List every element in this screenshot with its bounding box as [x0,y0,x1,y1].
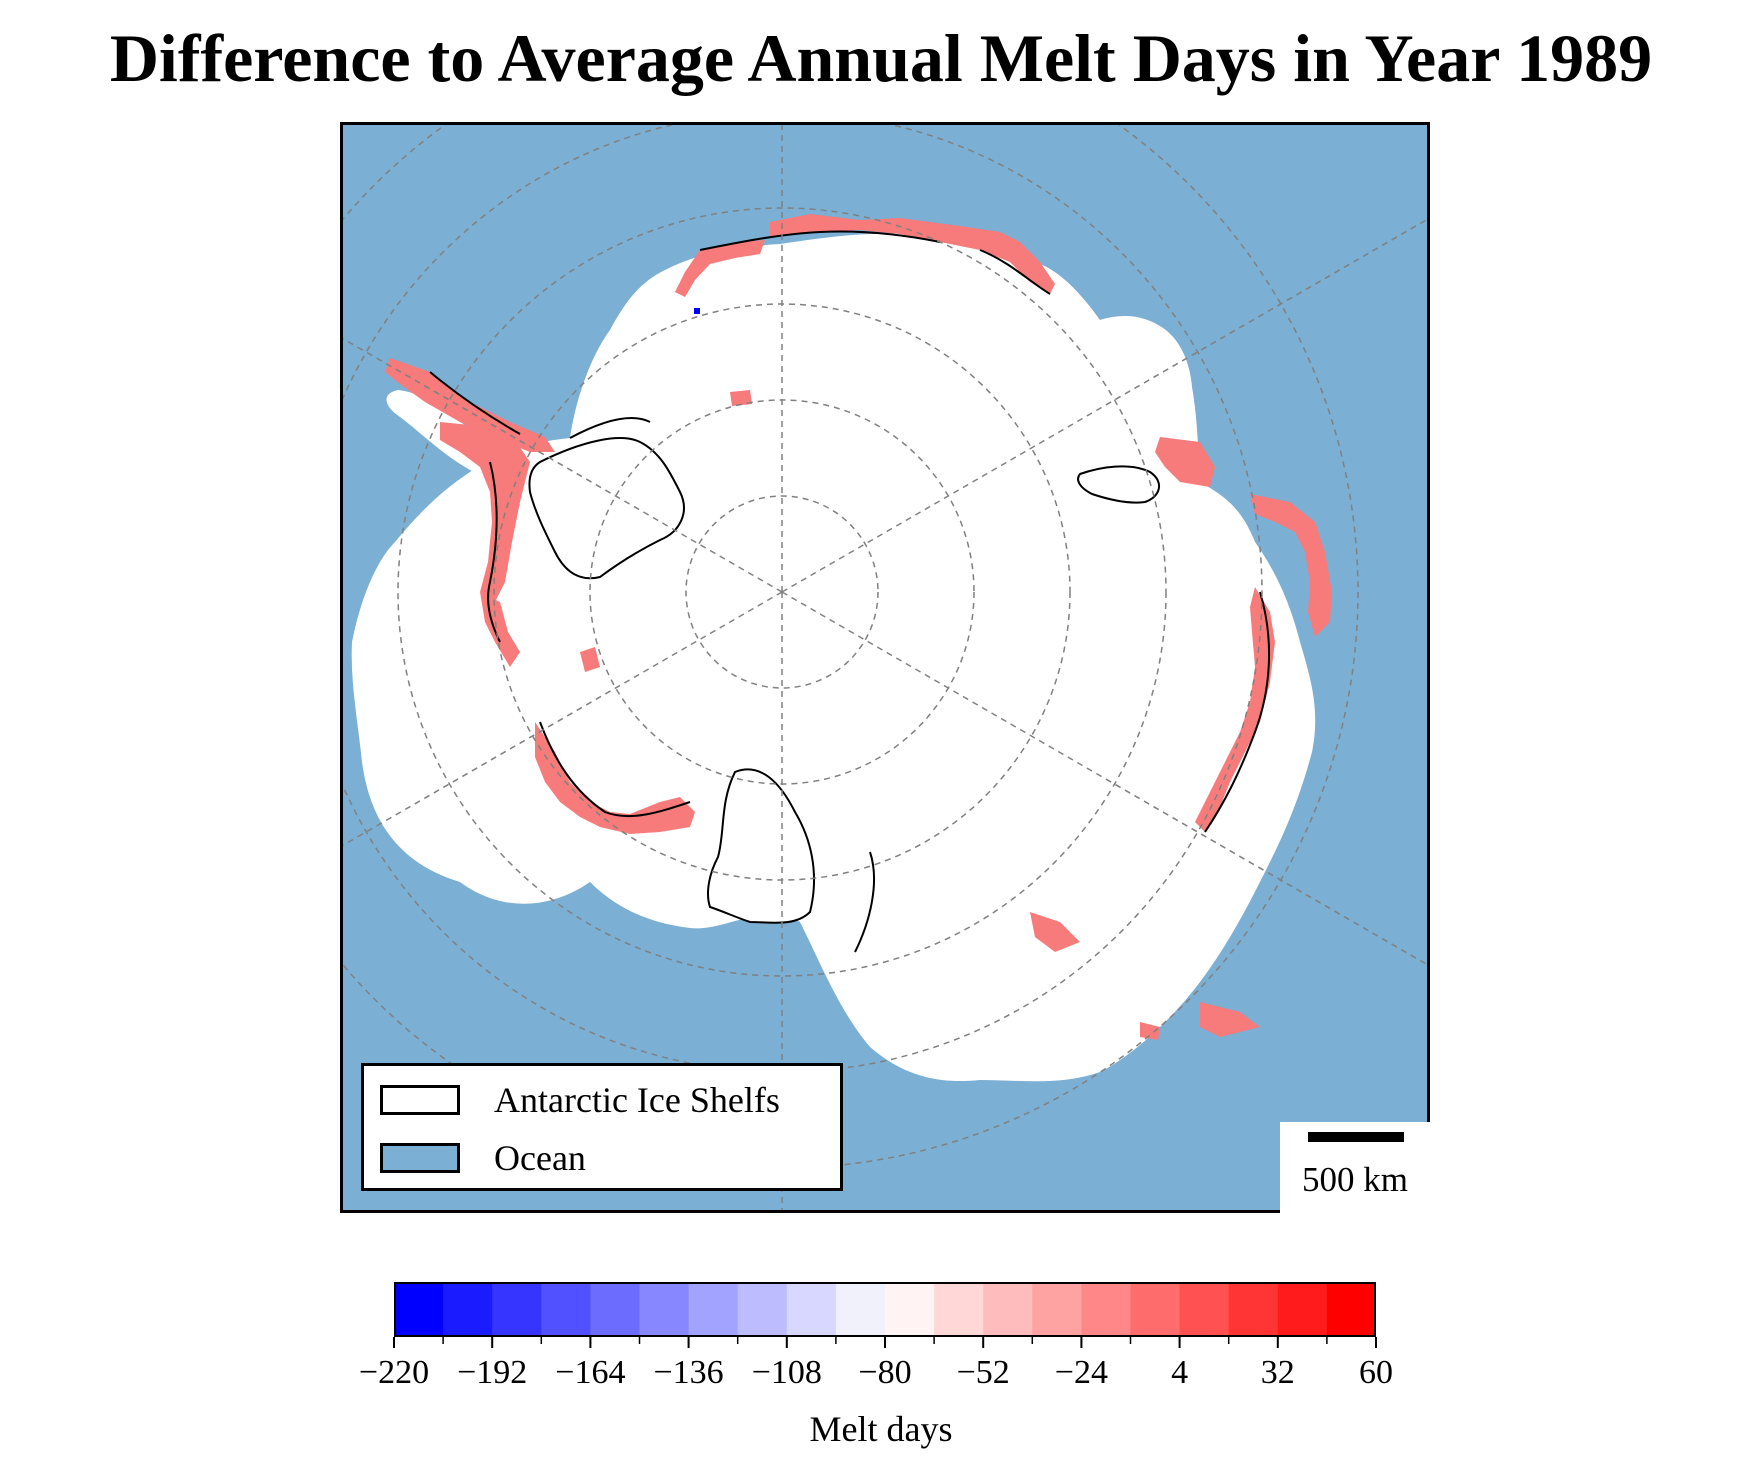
colorbar-bin [1081,1282,1132,1337]
colorbar-tick-label: −136 [654,1354,724,1391]
colorbar-tick-label: 60 [1359,1354,1393,1391]
colorbar-bin [1130,1282,1181,1337]
colorbar-bin [541,1282,591,1337]
ocean-swatch [380,1143,460,1173]
colorbar-bin [934,1282,984,1337]
filchner-ronne-ice-shelf [528,437,685,580]
legend-item-ice-shelf: Antarctic Ice Shelfs [380,1080,780,1120]
colorbar-tick-label: −80 [858,1354,911,1391]
scale-bar-line [1308,1132,1404,1142]
legend-label-ocean: Ocean [494,1138,586,1178]
legend-label-ice-shelf: Antarctic Ice Shelfs [494,1080,780,1120]
map-panel [340,122,1430,1213]
colorbar-bin [688,1282,739,1337]
legend-item-ocean: Ocean [380,1138,586,1178]
colorbar-bin [492,1282,542,1337]
colorbar-bin [639,1282,690,1337]
colorbar-bin [1277,1282,1328,1337]
ross-ice-shelf [707,768,816,924]
colorbar-bin [737,1282,788,1337]
colorbar-label: Melt days [809,1409,953,1449]
melt-anomaly-positive [385,214,1332,1040]
colorbar-ticks: −220 −192 −164 −136 −108 −80 −52 −24 4 32 60 [359,1337,1393,1391]
colorbar-tick-label: −192 [457,1354,527,1391]
colorbar [394,1282,1376,1337]
colorbar-tick-label: 32 [1261,1354,1295,1391]
coastline-outline [429,230,1271,953]
melt-anomaly-negative [694,308,700,314]
colorbar-bin [443,1282,493,1337]
antarctica-map [340,122,1430,1213]
colorbar-bin [394,1282,444,1337]
colorbar-bin [983,1282,1033,1337]
colorbar-bin [1326,1282,1376,1337]
map-frame-border [340,122,1430,1213]
colorbar-tick-label: −108 [752,1354,822,1391]
colorbar-bin [1228,1282,1279,1337]
scale-bar-label: 500 km [1302,1160,1408,1199]
colorbar-border [394,1282,1376,1337]
colorbar-tick-label: 4 [1171,1354,1188,1391]
colorbar-tick-label: −220 [359,1354,429,1391]
colorbar-bin [590,1282,641,1337]
map-title: Difference to Average Annual Melt Days i… [109,20,1653,96]
colorbar-tick-label: −164 [555,1354,625,1391]
colorbar-tick-label: −24 [1055,1354,1108,1391]
colorbar-bin [1032,1282,1082,1337]
map-legend: Antarctic Ice Shelfs Ocean [361,1063,843,1191]
scale-bar: 500 km [1280,1122,1430,1213]
colorbar-bin [786,1282,837,1337]
colorbar-bin [885,1282,935,1337]
colorbar-bin [1179,1282,1230,1337]
amery-ice-shelf [1077,465,1160,504]
ice-shelf-swatch [380,1085,460,1115]
colorbar-bin [835,1282,886,1337]
colorbar-tick-label: −52 [957,1354,1010,1391]
